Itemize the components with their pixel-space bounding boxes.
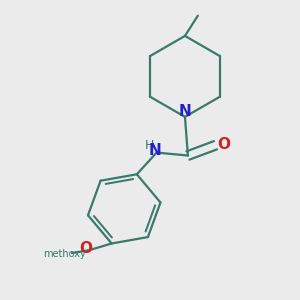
Text: O: O bbox=[80, 241, 92, 256]
Text: N: N bbox=[178, 104, 191, 119]
Text: O: O bbox=[217, 136, 230, 152]
Text: H: H bbox=[145, 139, 154, 152]
Text: N: N bbox=[148, 143, 161, 158]
Text: methoxy: methoxy bbox=[43, 249, 86, 259]
